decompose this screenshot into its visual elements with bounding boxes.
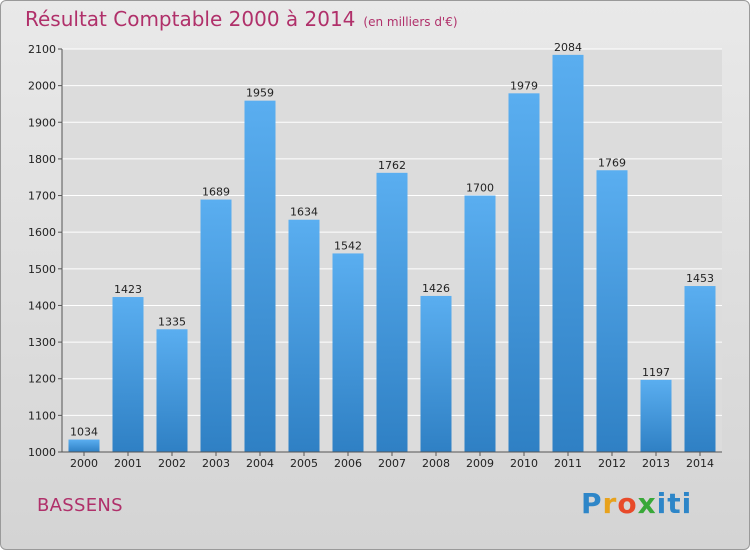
- x-tick-label: 2002: [158, 457, 186, 470]
- place-name: BASSENS: [37, 495, 123, 516]
- chart-units: (en milliers d'€): [363, 15, 458, 29]
- x-tick-label: 2004: [246, 457, 274, 470]
- x-tick-label: 2006: [334, 457, 362, 470]
- bar-value-label: 1423: [114, 283, 142, 296]
- bar: [68, 439, 100, 452]
- bar: [508, 93, 540, 452]
- bar-value-label: 1197: [642, 366, 670, 379]
- bar-value-label: 1034: [70, 426, 98, 439]
- x-tick-label: 2011: [554, 457, 582, 470]
- bar-value-label: 1453: [686, 272, 714, 285]
- bar: [244, 100, 276, 452]
- y-tick-label: 1500: [28, 263, 56, 276]
- bar: [332, 253, 364, 452]
- y-tick-label: 1300: [28, 336, 56, 349]
- bar: [420, 295, 452, 452]
- y-tick-label: 1800: [28, 153, 56, 166]
- y-tick-label: 2100: [28, 43, 56, 56]
- bar-value-label: 1335: [158, 315, 186, 328]
- x-tick-label: 2009: [466, 457, 494, 470]
- bar: [640, 379, 672, 452]
- x-tick-label: 2003: [202, 457, 230, 470]
- bar-value-label: 1634: [290, 206, 318, 219]
- bar: [156, 329, 188, 452]
- bar: [552, 54, 584, 452]
- x-tick-label: 2007: [378, 457, 406, 470]
- y-tick-label: 2000: [28, 80, 56, 93]
- x-tick-label: 2001: [114, 457, 142, 470]
- chart-title: Résultat Comptable 2000 à 2014 (en millie…: [25, 7, 458, 31]
- x-tick-label: 2005: [290, 457, 318, 470]
- bar-value-label: 1769: [598, 156, 626, 169]
- y-tick-label: 1100: [28, 409, 56, 422]
- x-tick-label: 2014: [686, 457, 714, 470]
- bar-value-label: 1426: [422, 282, 450, 295]
- bar: [464, 195, 496, 452]
- bar-value-label: 1542: [334, 239, 362, 252]
- x-tick-label: 2013: [642, 457, 670, 470]
- bar-value-label: 1689: [202, 186, 230, 199]
- chart-title-text: Résultat Comptable 2000 à 2014: [25, 7, 356, 31]
- y-tick-label: 1000: [28, 446, 56, 459]
- bar: [596, 170, 628, 452]
- y-tick-label: 1900: [28, 116, 56, 129]
- x-tick-label: 2000: [70, 457, 98, 470]
- y-tick-label: 1200: [28, 373, 56, 386]
- bar-value-label: 2084: [554, 41, 582, 54]
- bar: [200, 199, 232, 452]
- bar-value-label: 1959: [246, 87, 274, 100]
- bar: [376, 172, 408, 452]
- bar-value-label: 1979: [510, 79, 538, 92]
- bar: [684, 286, 716, 452]
- x-tick-label: 2012: [598, 457, 626, 470]
- bar: [288, 219, 320, 452]
- bar-value-label: 1762: [378, 159, 406, 172]
- y-tick-label: 1700: [28, 190, 56, 203]
- bar-value-label: 1700: [466, 182, 494, 195]
- proxiti-logo[interactable]: Proxiti: [581, 487, 693, 520]
- y-tick-label: 1400: [28, 299, 56, 312]
- y-tick-label: 1600: [28, 226, 56, 239]
- x-tick-label: 2010: [510, 457, 538, 470]
- x-tick-label: 2008: [422, 457, 450, 470]
- bar: [112, 297, 144, 452]
